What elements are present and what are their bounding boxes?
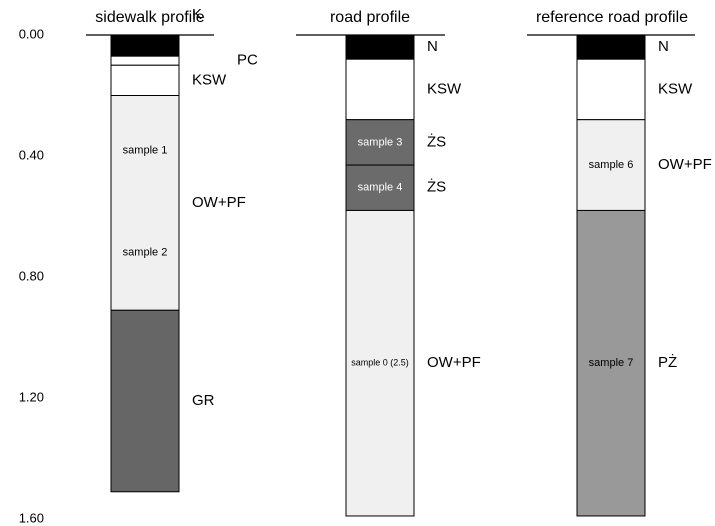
layer-label: GR bbox=[192, 392, 215, 409]
y-tick-label: 1.60 bbox=[19, 510, 44, 525]
layer bbox=[110, 34, 180, 57]
y-tick-label: 1.20 bbox=[19, 389, 44, 404]
layer-label: KSW bbox=[427, 80, 462, 97]
layer-label: K bbox=[192, 6, 202, 23]
layer-label: PC bbox=[237, 52, 258, 69]
layer-label: N bbox=[427, 38, 438, 55]
y-tick-label: 0.80 bbox=[19, 268, 44, 283]
layer-label: KSW bbox=[192, 71, 227, 88]
layer bbox=[110, 309, 180, 493]
layer-label: OW+PF bbox=[192, 194, 246, 211]
layer bbox=[345, 119, 415, 166]
column-title: road profile bbox=[330, 9, 410, 26]
layer bbox=[110, 55, 180, 66]
layer-label: N bbox=[658, 38, 669, 55]
layer-label: ŻS bbox=[427, 132, 446, 150]
layer-label: OW+PF bbox=[427, 354, 481, 371]
layer bbox=[110, 95, 180, 311]
sample-label: sample 7 bbox=[589, 357, 634, 369]
column-title: reference road profile bbox=[536, 9, 688, 26]
y-tick-label: 0.40 bbox=[19, 147, 44, 162]
layer bbox=[576, 209, 646, 517]
layer bbox=[576, 58, 646, 121]
sample-label: sample 6 bbox=[589, 159, 634, 171]
column-title: sidewalk profile bbox=[95, 9, 204, 26]
sample-label: sample 0 (2.5) bbox=[351, 358, 409, 368]
y-tick-label: 0.00 bbox=[19, 26, 44, 41]
sample-label: sample 1 bbox=[123, 145, 168, 157]
layer bbox=[576, 34, 646, 60]
layer bbox=[345, 209, 415, 517]
layer bbox=[345, 164, 415, 211]
layer bbox=[345, 58, 415, 121]
layer-label: KSW bbox=[658, 80, 693, 97]
sample-label: sample 3 bbox=[358, 136, 403, 148]
layer bbox=[110, 64, 180, 96]
sample-label: sample 4 bbox=[358, 182, 403, 194]
layer-label: ŻS bbox=[427, 178, 446, 196]
layer bbox=[345, 34, 415, 60]
sample-label: sample 2 bbox=[123, 247, 168, 259]
layer-label: OW+PF bbox=[658, 156, 712, 173]
layer-label: PŻ bbox=[658, 353, 677, 371]
